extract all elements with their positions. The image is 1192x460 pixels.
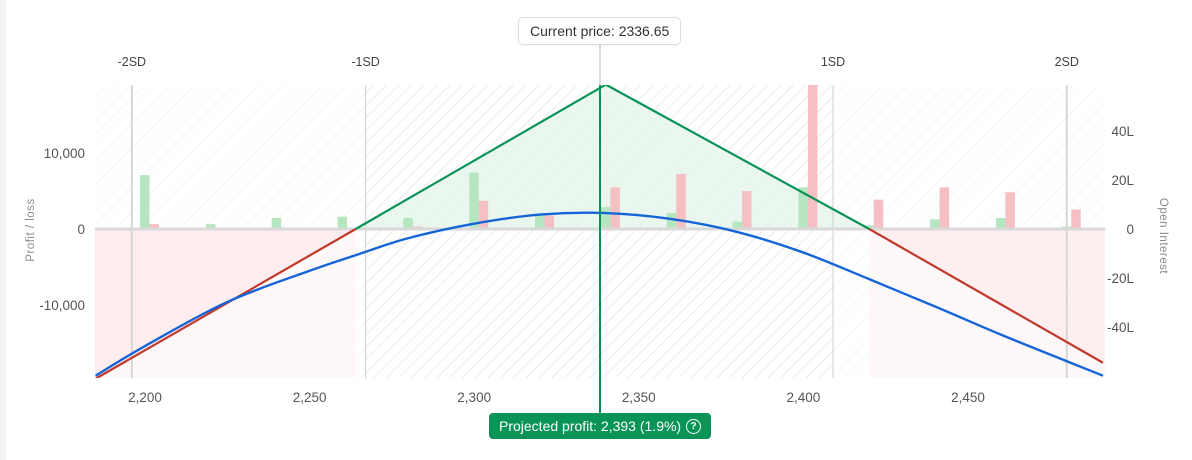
x-tick-label: 2,250 bbox=[293, 390, 327, 405]
put-oi-bar bbox=[1071, 209, 1081, 229]
current-price-label: Current price: 2336.65 bbox=[530, 23, 670, 39]
put-oi-bar bbox=[478, 200, 489, 229]
sd-label: 2SD bbox=[1055, 55, 1079, 69]
payoff-lines bbox=[95, 85, 1104, 378]
call-oi-bar bbox=[930, 219, 940, 229]
call-oi-bar bbox=[205, 224, 216, 229]
projected-profit-label: Projected profit: 2,393 (1.9%) bbox=[499, 418, 682, 434]
put-oi-bar bbox=[742, 191, 752, 229]
projected-profit-badge[interactable]: Projected profit: 2,393 (1.9%) ? bbox=[489, 413, 712, 439]
x-tick-label: 2,300 bbox=[457, 390, 491, 405]
y-tick-label: 0 bbox=[77, 222, 85, 237]
profit-region bbox=[355, 85, 870, 229]
put-oi-bar bbox=[676, 173, 686, 229]
call-oi-bar bbox=[600, 206, 611, 229]
x-tick-label: 2,400 bbox=[787, 390, 821, 405]
call-oi-bar bbox=[732, 221, 743, 229]
call-oi-bar bbox=[798, 187, 808, 229]
x-tick-label: 2,450 bbox=[951, 390, 985, 405]
left-panel-edge bbox=[0, 0, 6, 460]
sd-label: 1SD bbox=[821, 55, 845, 69]
call-oi-bar bbox=[337, 216, 348, 229]
put-oi-bar bbox=[939, 187, 950, 229]
x-tick-label: 2,350 bbox=[622, 390, 656, 405]
put-oi-bar bbox=[873, 199, 884, 229]
put-oi-bar bbox=[807, 85, 818, 229]
call-oi-bar bbox=[403, 217, 413, 229]
expiry-profit-line bbox=[355, 85, 870, 230]
x-tick-label: 2,200 bbox=[128, 390, 162, 405]
loss-left-under bbox=[95, 229, 356, 378]
call-oi-bar bbox=[535, 214, 545, 229]
put-oi-bar bbox=[149, 224, 159, 229]
call-oi-bar bbox=[864, 225, 874, 229]
call-oi-bar bbox=[666, 213, 677, 229]
today-payoff-curve bbox=[95, 211, 1104, 377]
y2-tick-label: 20L bbox=[1111, 173, 1134, 188]
y2-tick-label: -40L bbox=[1107, 320, 1135, 335]
current-price-badge: Current price: 2336.65 bbox=[518, 17, 682, 45]
price-axis: 2,200 2,250 2,300 2,350 2,400 2,450 bbox=[128, 390, 985, 405]
y2-tick-label: 40L bbox=[1111, 124, 1134, 139]
profit-loss-axis: 10,000 0 -10,000 bbox=[39, 146, 85, 313]
sd-lines bbox=[130, 85, 1068, 378]
loss-right-under bbox=[869, 229, 1105, 378]
sd-labels: -2SD -1SD 1SD 2SD bbox=[118, 55, 1079, 69]
help-icon[interactable]: ? bbox=[686, 418, 702, 434]
y2-tick-label: -20L bbox=[1107, 271, 1135, 286]
call-oi-bar bbox=[995, 217, 1006, 229]
put-oi-bar bbox=[610, 187, 620, 229]
call-oi-bar bbox=[271, 217, 282, 229]
y2-axis-title: Open Interest bbox=[1157, 198, 1169, 274]
y2-tick-label: 0 bbox=[1126, 222, 1134, 237]
call-oi-bar bbox=[469, 172, 479, 229]
y-axis-title: Profit / loss bbox=[25, 198, 37, 261]
open-interest-axis: 40L 20L 0 -20L -40L bbox=[1107, 124, 1135, 335]
call-oi-bar bbox=[140, 175, 150, 229]
put-oi-bar bbox=[544, 215, 555, 229]
y-tick-label: -10,000 bbox=[39, 298, 85, 313]
sd-label: -2SD bbox=[118, 55, 146, 69]
sd-label: -1SD bbox=[351, 55, 379, 69]
put-oi-bar bbox=[1005, 192, 1015, 229]
y-tick-label: 10,000 bbox=[44, 146, 85, 161]
expiry-loss-line-right bbox=[868, 228, 1104, 364]
